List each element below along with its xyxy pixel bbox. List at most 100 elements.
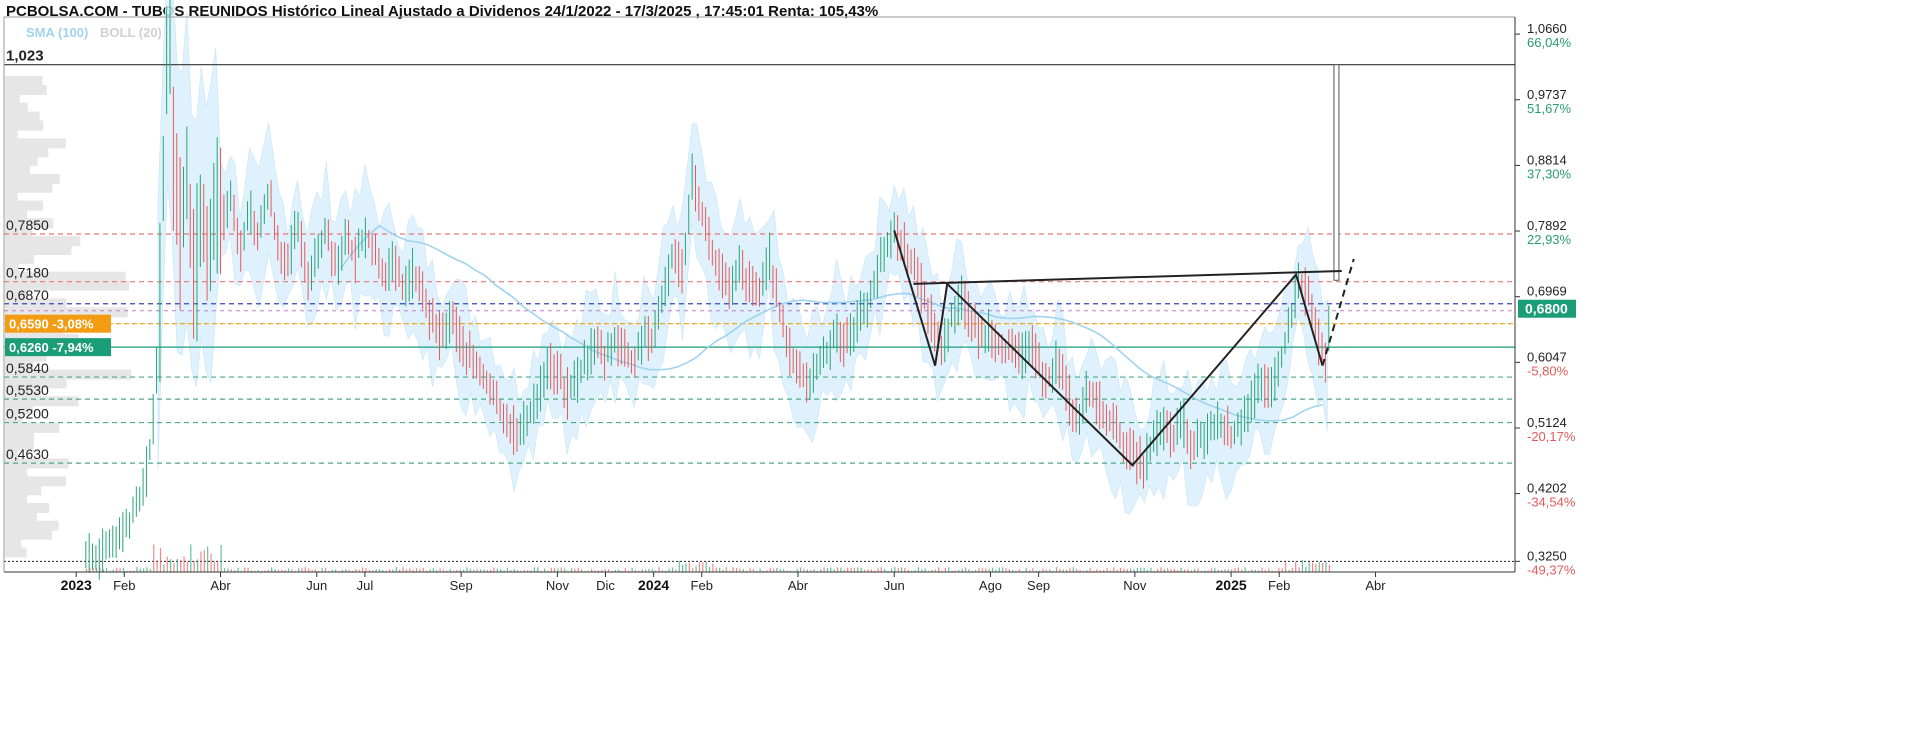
projection-line: [1321, 258, 1355, 366]
volume-bar: [749, 568, 751, 572]
volume-profile-bar: [5, 200, 43, 211]
y-tick-label: 0,3250: [1527, 548, 1567, 563]
volume-profile-bar: [5, 271, 126, 282]
volume-bar: [520, 570, 522, 572]
volume-profile-bar: [5, 431, 35, 442]
volume-bar: [412, 569, 414, 572]
volume-bar: [577, 567, 579, 572]
level-label: 0,6870: [6, 287, 49, 303]
volume-bar: [756, 570, 758, 572]
volume-bar: [779, 569, 781, 572]
volume-bar: [675, 569, 677, 572]
volume-bar: [1156, 568, 1159, 572]
x-tick-label: Feb: [113, 578, 135, 593]
volume-bar: [335, 569, 337, 572]
volume-bar: [210, 553, 212, 572]
volume-bar: [119, 568, 121, 572]
volume-bar: [321, 567, 323, 572]
volume-profile-bar: [5, 502, 50, 513]
volume-bar: [665, 570, 667, 572]
volume-bar: [1247, 570, 1250, 572]
volume-bar: [415, 568, 418, 572]
x-tick-label: Abr: [788, 578, 809, 593]
volume-bar: [1035, 570, 1037, 572]
y-tick-percent: 66,04%: [1527, 35, 1572, 50]
volume-bar: [250, 570, 253, 572]
volume-bar: [968, 569, 970, 572]
volume-bar: [823, 567, 825, 572]
volume-bar: [870, 569, 872, 572]
volume-bar: [341, 569, 344, 572]
volume-bar: [1194, 568, 1196, 572]
volume-bar: [931, 569, 933, 572]
volume-bar: [1217, 569, 1219, 572]
volume-bar: [345, 568, 347, 572]
sma-path: [340, 224, 1323, 422]
volume-bar: [1130, 568, 1132, 572]
volume-bar: [884, 568, 886, 572]
volume-bar: [961, 568, 963, 572]
volume-bar: [540, 570, 542, 572]
volume-bar: [1005, 568, 1007, 572]
level-badge: [5, 314, 111, 333]
volume-bar: [1315, 563, 1317, 572]
y-tick-label: 0,7892: [1527, 218, 1567, 233]
x-tick-label: Nov: [546, 578, 570, 593]
volume-bar: [230, 569, 232, 572]
legend-boll[interactable]: BOLL (20): [100, 25, 162, 40]
volume-bar: [523, 569, 525, 572]
volume-bar: [951, 570, 953, 572]
volume-bar: [1231, 569, 1233, 572]
volume-bar: [362, 567, 364, 572]
x-tick-label: Dic: [596, 578, 615, 593]
volume-profile-bar: [5, 227, 32, 238]
volume-bar: [1015, 570, 1017, 572]
volume-bar: [308, 568, 310, 572]
volume-bar: [1204, 570, 1206, 572]
y-tick-percent: -34,54%: [1527, 495, 1576, 510]
volume-bar: [725, 567, 728, 572]
volume-bar: [409, 568, 411, 572]
volume-bar: [365, 568, 367, 572]
x-tick-label: Sep: [450, 578, 473, 593]
volume-bar: [449, 568, 451, 572]
volume-bar: [964, 567, 967, 572]
volume-bar: [92, 567, 94, 572]
y-tick-label: 0,4202: [1527, 481, 1567, 496]
volume-bar: [1311, 562, 1314, 572]
volume-bar: [234, 570, 236, 572]
legend: SMA (100) BOLL (20): [26, 25, 162, 40]
volume-bar: [375, 569, 377, 572]
volume-bar: [136, 567, 138, 572]
level-label: 0,5530: [6, 382, 49, 398]
volume-profile-bar: [5, 476, 67, 487]
volume-bar: [1059, 568, 1061, 572]
volume-bar: [166, 556, 168, 572]
volume-bar: [442, 569, 445, 572]
volume-bar: [638, 570, 640, 572]
volume-bar: [112, 569, 114, 572]
volume-bar: [897, 567, 899, 572]
volume-bar: [954, 570, 957, 572]
volume-bar: [1308, 562, 1310, 572]
volume-bar: [759, 568, 761, 572]
volume-bar: [1177, 569, 1179, 572]
legend-sma[interactable]: SMA (100): [26, 25, 89, 40]
volume-bar: [1069, 568, 1071, 572]
volume-bar: [591, 568, 593, 572]
volume-bar: [314, 569, 317, 572]
volume-bar: [1150, 567, 1152, 572]
volume-bar: [1049, 569, 1051, 572]
volume-profile-bar: [5, 111, 40, 122]
volume-bar: [975, 569, 977, 572]
volume-bar: [102, 569, 104, 572]
volume-bar: [500, 569, 502, 572]
volume-bar: [294, 570, 296, 572]
volume-bar: [742, 568, 744, 572]
level-label: 1,023: [6, 48, 44, 65]
volume-bar: [567, 570, 569, 572]
volume-bar: [907, 569, 909, 572]
volume-bar: [853, 567, 856, 572]
level-label: 0,7850: [6, 217, 49, 233]
